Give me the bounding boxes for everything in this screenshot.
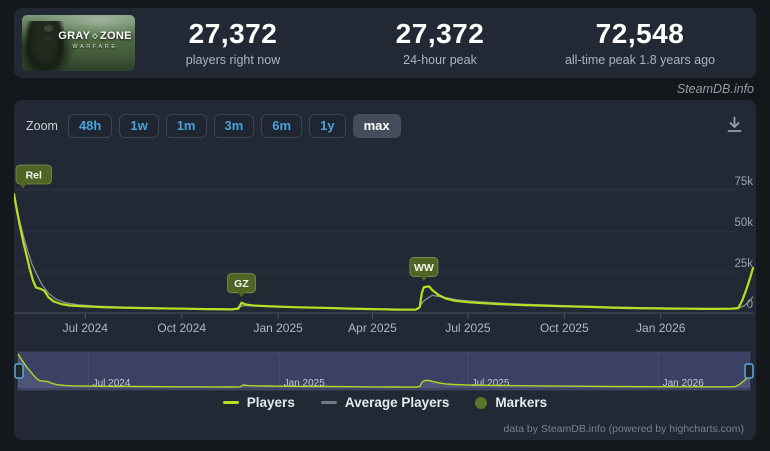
average-line-swatch — [320, 401, 337, 404]
steamdb-watermark: SteamDB.info — [676, 82, 754, 96]
stat-players-right-now: 27,372 players right now — [123, 18, 343, 67]
players-now-value: 27,372 — [188, 18, 278, 49]
game-logo: GRAY ◇ ZONE WARFARE — [58, 30, 132, 50]
marker-badge-pointer — [19, 183, 27, 189]
legend-item-average-players[interactable]: Average Players — [320, 395, 450, 410]
marker-badge-pointer — [419, 275, 428, 281]
legend-item-players[interactable]: Players — [222, 395, 295, 410]
navigator-date-label: Jan 2026 — [663, 378, 705, 389]
navigator-date-label: Jan 2025 — [284, 378, 326, 389]
legend-markers-label: Markers — [495, 395, 548, 410]
navigator-selected-mask[interactable] — [18, 352, 750, 390]
y-axis-label: 0 — [747, 299, 753, 311]
players-chart[interactable]: 0 25k 50k 75k Jul 2024 Oct 2024 Jan 2025 Apr 20… — [14, 100, 756, 440]
download-chart-icon[interactable] — [725, 115, 744, 134]
navigator-series-line — [17, 353, 751, 388]
game-logo-right: ZONE — [99, 30, 132, 42]
peak-24h-value: 27,372 — [395, 18, 485, 49]
marker-badge-label: GZ — [234, 278, 249, 290]
x-axis-label: Jul 2024 — [63, 321, 109, 335]
x-axis-label: Oct 2025 — [540, 321, 589, 335]
navigator-date-label: Jul 2025 — [472, 378, 510, 389]
x-axis-label: Jul 2025 — [445, 321, 491, 335]
zoom-range-buttons: 48h 1w 1m 3m 6m 1y max — [67, 113, 408, 139]
zoom-3m-button[interactable]: 3m — [213, 113, 255, 139]
marker-badge-label: Rel — [26, 170, 42, 182]
stat-24h-peak: 27,372 24-hour peak — [330, 18, 550, 67]
zoom-label: Zoom — [26, 119, 58, 133]
marker-badge-label: WW — [414, 262, 434, 274]
x-axis-label: Jan 2026 — [636, 321, 686, 335]
x-axis-label: Jan 2025 — [253, 321, 303, 335]
alltime-peak-value: 72,548 — [595, 18, 685, 49]
navigator-left-handle[interactable] — [14, 363, 24, 379]
zoom-1m-button[interactable]: 1m — [165, 113, 207, 139]
zoom-1y-button[interactable]: 1y — [309, 113, 346, 139]
player-chart-panel: Zoom 48h 1w 1m 3m 6m 1y max 0 25k 50k 75k Ju… — [14, 100, 756, 440]
chart-credits: data by SteamDB.info (powered by highcha… — [503, 423, 744, 435]
zoom-max-button[interactable]: max — [352, 113, 401, 139]
zoom-toolbar: Zoom 48h 1w 1m 3m 6m 1y max — [24, 113, 408, 139]
diamond-icon: ◇ — [92, 32, 98, 40]
game-logo-left: GRAY — [58, 30, 91, 42]
markers-swatch — [475, 396, 488, 409]
legend-item-markers[interactable]: Markers — [475, 395, 547, 410]
marker-badge-pointer — [237, 292, 246, 298]
stats-header: GRAY ◇ ZONE WARFARE 27,372 players right… — [14, 8, 756, 78]
chart-legend: Players Average Players Markers — [14, 395, 756, 410]
y-axis-label: 75k — [734, 176, 753, 188]
average-players-series-line — [14, 198, 754, 311]
players-series-line[interactable] — [14, 192, 755, 311]
y-axis-label: 50k — [734, 217, 753, 229]
alltime-peak-label: all-time peak 1.8 years ago — [564, 53, 716, 67]
stat-alltime-peak: 72,548 all-time peak 1.8 years ago — [530, 18, 750, 67]
game-capsule-image[interactable]: GRAY ◇ ZONE WARFARE — [22, 15, 135, 71]
legend-players-label: Players — [246, 395, 295, 410]
navigator-date-label: Jul 2024 — [93, 378, 131, 389]
navigator-track[interactable] — [17, 351, 751, 391]
zoom-1w-button[interactable]: 1w — [119, 113, 159, 139]
marker-badge-rel[interactable] — [15, 164, 52, 185]
game-logo-subtitle: WARFARE — [72, 44, 118, 50]
legend-average-label: Average Players — [344, 395, 450, 410]
x-axis-label: Apr 2025 — [348, 321, 397, 335]
players-now-label: players right now — [185, 53, 281, 67]
x-axis-label: Oct 2024 — [157, 321, 206, 335]
players-line-swatch — [222, 401, 239, 404]
zoom-48h-button[interactable]: 48h — [67, 113, 113, 139]
zoom-6m-button[interactable]: 6m — [261, 113, 303, 139]
peak-24h-label: 24-hour peak — [403, 53, 477, 67]
y-axis-label: 25k — [734, 258, 753, 270]
navigator-right-handle[interactable] — [744, 363, 754, 379]
